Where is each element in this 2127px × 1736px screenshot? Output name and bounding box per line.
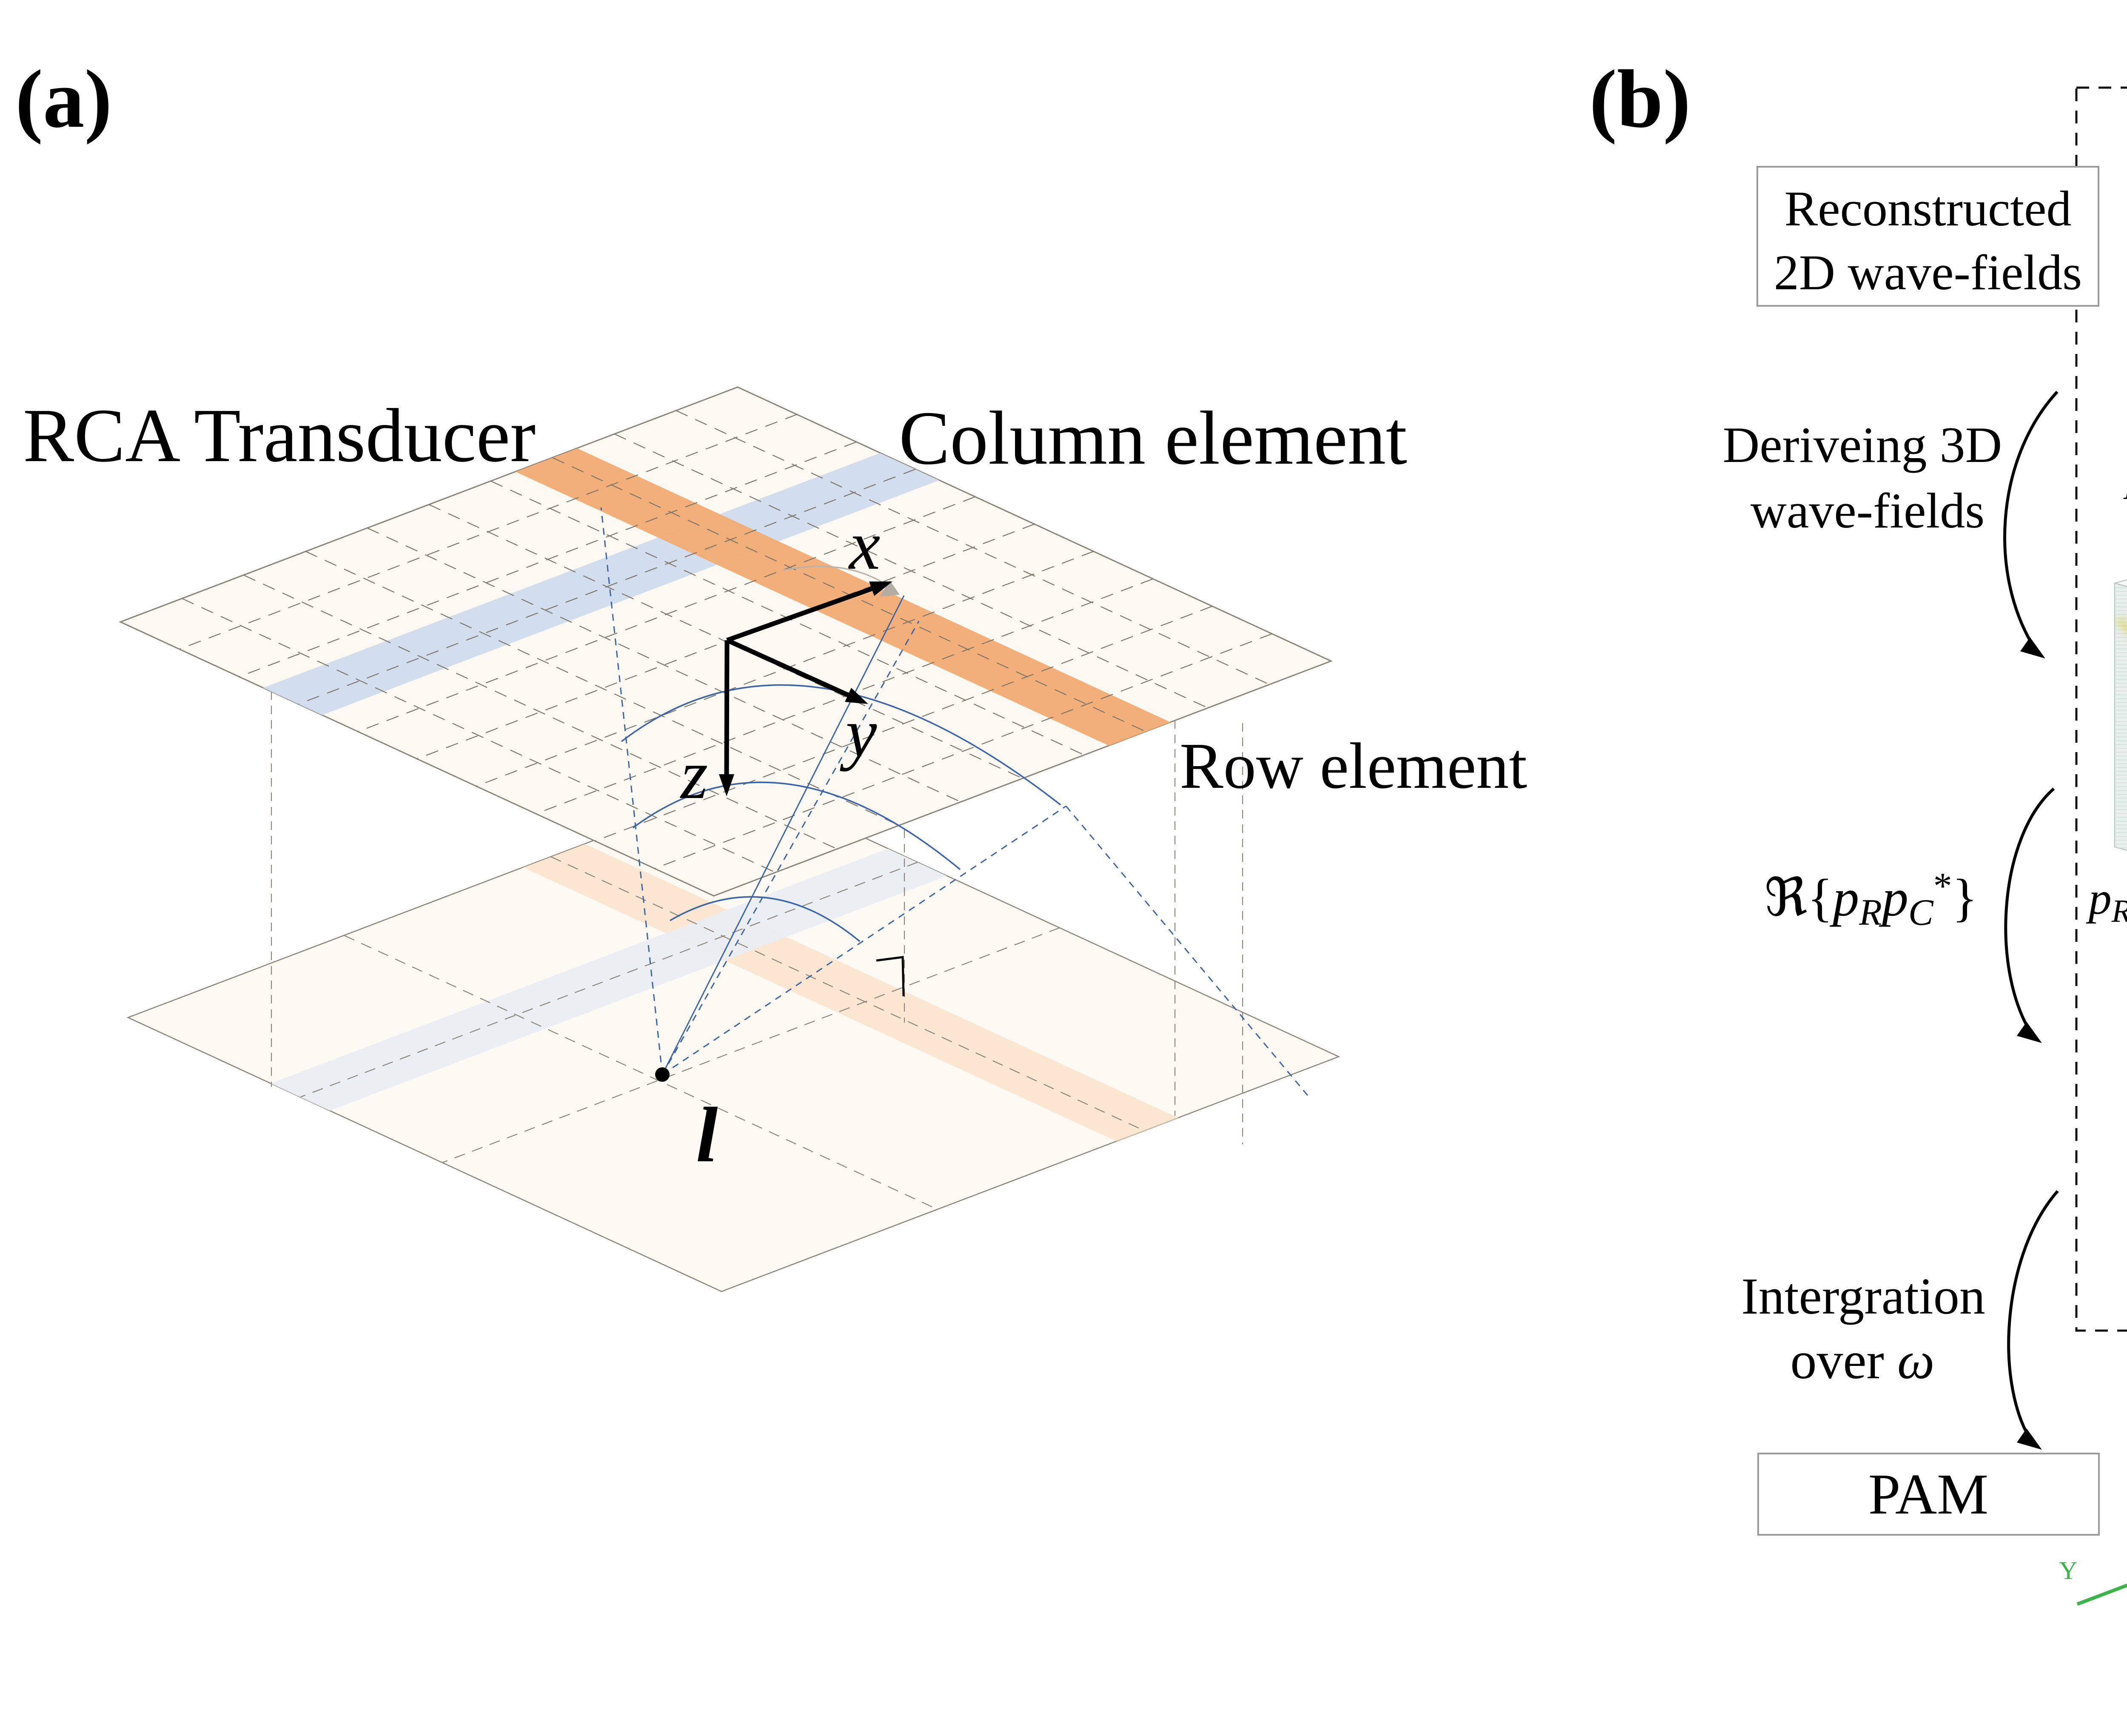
svg-text:RCA Transducer: RCA Transducer xyxy=(23,393,536,478)
svg-text:x: x xyxy=(848,506,880,584)
svg-text:(a): (a) xyxy=(15,53,112,145)
svg-text:Intergration: Intergration xyxy=(1741,1268,1985,1325)
svg-text:over ω: over ω xyxy=(1791,1331,1935,1390)
svg-text:l: l xyxy=(696,1092,718,1179)
svg-text:(b): (b) xyxy=(1589,53,1691,145)
svg-text:Deriveing 3D: Deriveing 3D xyxy=(1723,416,2002,473)
svg-text:Reconstructed: Reconstructed xyxy=(1785,181,2072,237)
svg-text:wave-fields: wave-fields xyxy=(1751,483,1984,539)
svg-text:y: y xyxy=(840,694,877,772)
svg-text:2D wave-fields: 2D wave-fields xyxy=(1774,245,2082,300)
svg-text:PAM: PAM xyxy=(1868,1462,1988,1526)
svg-text:z: z xyxy=(680,735,708,813)
svg-text:Y: Y xyxy=(2059,1556,2077,1585)
svg-text:Column element: Column element xyxy=(899,396,1407,480)
svg-text:Row element: Row element xyxy=(1180,730,1527,802)
